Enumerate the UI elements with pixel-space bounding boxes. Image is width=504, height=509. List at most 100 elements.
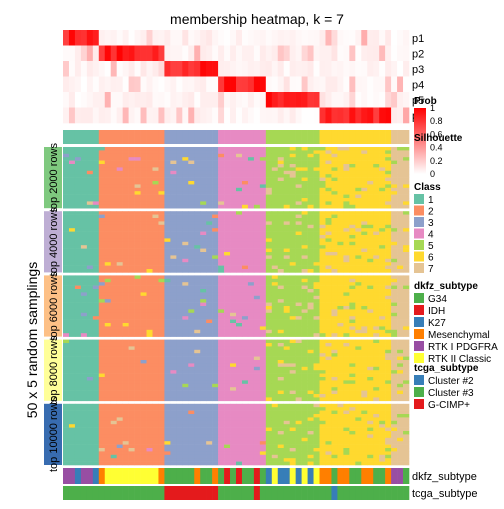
heatmap-cell — [116, 285, 123, 290]
heatmap-cell — [265, 349, 273, 354]
heatmap-cell — [188, 275, 195, 280]
heatmap-cell — [313, 221, 320, 226]
heatmap-cell — [92, 339, 100, 344]
heatmap-cell — [247, 363, 255, 368]
heatmap-cell — [86, 170, 94, 175]
heatmap-cell — [373, 309, 380, 314]
heatmap-cell — [379, 410, 386, 415]
heatmap-cell — [343, 221, 350, 226]
heatmap-cell — [253, 346, 261, 351]
heatmap-cell — [361, 380, 368, 385]
heatmap-cell — [176, 224, 183, 229]
heatmap-cell — [134, 312, 141, 317]
heatmap-cell — [194, 373, 201, 378]
heatmap-cell — [397, 262, 404, 266]
heatmap-cell — [247, 420, 255, 425]
heatmap-cell — [295, 214, 302, 219]
heatmap-cell — [397, 160, 404, 165]
heatmap-cell — [343, 363, 350, 368]
heatmap-cell — [128, 343, 135, 347]
membership-cell — [289, 61, 296, 77]
heatmap-cell — [259, 424, 267, 428]
heatmap-cell — [200, 278, 207, 283]
heatmap-cell — [116, 164, 123, 168]
heatmap-cell — [63, 282, 70, 286]
heatmap-cell — [325, 417, 332, 422]
heatmap-cell — [92, 285, 100, 290]
heatmap-cell — [373, 235, 380, 239]
heatmap-cell — [152, 326, 159, 331]
membership-cell — [301, 61, 308, 77]
heatmap-cell — [397, 312, 404, 317]
heatmap-cell — [80, 312, 88, 317]
heatmap-cell — [63, 262, 70, 266]
heatmap-cell — [319, 373, 326, 378]
class-bar-cell — [307, 130, 314, 144]
heatmap-cell — [313, 235, 320, 239]
heatmap-cell — [379, 329, 386, 334]
heatmap-cell — [63, 403, 70, 408]
heatmap-cell — [295, 187, 302, 192]
heatmap-cell — [319, 235, 326, 239]
heatmap-cell — [104, 218, 112, 222]
heatmap-cell — [134, 238, 141, 243]
heatmap-cell — [385, 201, 392, 206]
heatmap-cell — [194, 147, 201, 151]
heatmap-cell — [325, 387, 332, 391]
heatmap-cell — [403, 218, 410, 222]
heatmap-cell — [313, 262, 320, 266]
heatmap-cell — [241, 387, 249, 391]
heatmap-cell — [236, 191, 243, 195]
heatmap-cell — [379, 174, 386, 178]
heatmap-cell — [164, 164, 171, 168]
heatmap-cell — [289, 214, 296, 219]
heatmap-cell — [301, 323, 308, 327]
heatmap-cell — [194, 329, 201, 334]
heatmap-cell — [295, 258, 302, 263]
heatmap-cell — [301, 147, 308, 151]
heatmap-cell — [152, 198, 159, 202]
heatmap-cell — [265, 292, 273, 297]
heatmap-cell — [218, 160, 225, 165]
heatmap-cell — [379, 417, 386, 422]
heatmap-cell — [247, 323, 255, 327]
heatmap-cell — [259, 241, 267, 246]
membership-cell — [325, 61, 332, 77]
heatmap-cell — [319, 221, 326, 226]
heatmap-cell — [379, 420, 386, 425]
heatmap-cell — [241, 390, 249, 395]
heatmap-cell — [355, 214, 362, 219]
heatmap-cell — [403, 252, 410, 256]
heatmap-cell — [182, 275, 189, 280]
heatmap-cell — [301, 278, 308, 283]
heatmap-cell — [247, 164, 255, 168]
heatmap-cell — [283, 329, 290, 334]
heatmap-cell — [140, 390, 147, 395]
heatmap-cell — [104, 394, 112, 398]
heatmap-cell — [319, 295, 326, 300]
heatmap-cell — [313, 316, 320, 320]
heatmap-cell — [134, 333, 141, 337]
heatmap-cell — [212, 302, 219, 307]
membership-cell — [128, 30, 135, 46]
heatmap-cell — [391, 295, 398, 300]
heatmap-cell — [224, 346, 231, 351]
heatmap-cell — [98, 360, 106, 364]
heatmap-cell — [146, 282, 153, 286]
heatmap-cell — [230, 153, 237, 158]
membership-cell — [337, 107, 344, 124]
heatmap-cell — [146, 153, 153, 158]
heatmap-cell — [230, 326, 237, 331]
heatmap-cell — [128, 387, 135, 391]
heatmap-cell — [86, 397, 94, 402]
heatmap-cell — [86, 319, 94, 324]
heatmap-cell — [319, 164, 326, 168]
heatmap-cell — [367, 380, 374, 385]
membership-cell — [295, 76, 302, 93]
heatmap-cell — [301, 177, 308, 182]
heatmap-cell — [277, 302, 285, 307]
heatmap-cell — [343, 282, 350, 286]
heatmap-cell — [307, 204, 314, 209]
heatmap-cell — [116, 255, 123, 260]
heatmap-cell — [343, 306, 350, 310]
